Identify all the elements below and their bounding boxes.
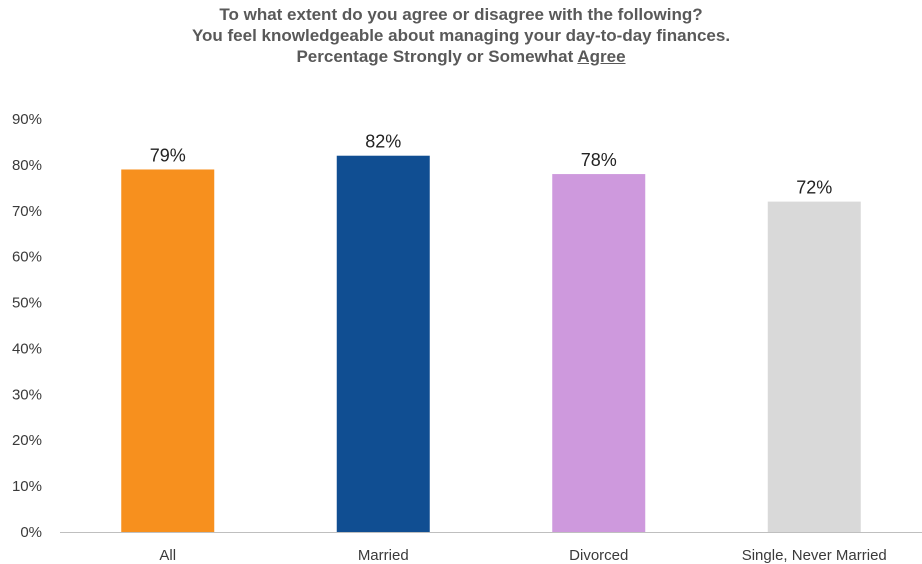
data-label: 78% [581,150,617,170]
data-labels: 79% 82% 78% 72% [150,132,833,198]
bar-divorced [552,174,646,533]
y-tick-label: 20% [12,432,42,449]
bar-married [336,155,430,532]
chart-title: To what extent do you agree or disagree … [0,4,922,67]
bar-all [121,169,215,532]
y-tick-label: 80% [12,157,42,174]
x-tick-label: Divorced [569,547,628,564]
bar-series [121,155,861,533]
x-axis-tick-labels: All Married Divorced Single, Never Married [159,547,886,564]
y-tick-label: 10% [12,478,42,495]
y-tick-label: 70% [12,203,42,220]
y-tick-label: 60% [12,249,42,266]
x-tick-label: Married [358,547,409,564]
y-axis-tick-labels: 0% 10% 20% 30% 40% 50% 60% 70% 80% 90% [12,111,42,541]
y-tick-label: 90% [12,111,42,128]
data-label: 72% [796,178,832,198]
chart-subtitle: Percentage Strongly or Somewhat Agree [0,46,922,67]
y-tick-label: 0% [20,524,42,541]
x-tick-label: Single, Never Married [742,547,887,564]
bar-single-never-married [767,201,861,532]
chart-title-line-1: To what extent do you agree or disagree … [219,5,703,24]
data-label: 82% [365,132,401,152]
y-tick-label: 30% [12,386,42,403]
y-tick-label: 50% [12,295,42,312]
x-tick-label: All [159,547,176,564]
data-label: 79% [150,145,186,165]
chart-subtitle-prefix: Percentage Strongly or Somewhat [296,47,578,66]
y-tick-label: 40% [12,340,42,357]
chart-title-line-2: You feel knowledgeable about managing yo… [191,26,731,45]
chart-subtitle-emphasis: Agree [577,47,626,66]
